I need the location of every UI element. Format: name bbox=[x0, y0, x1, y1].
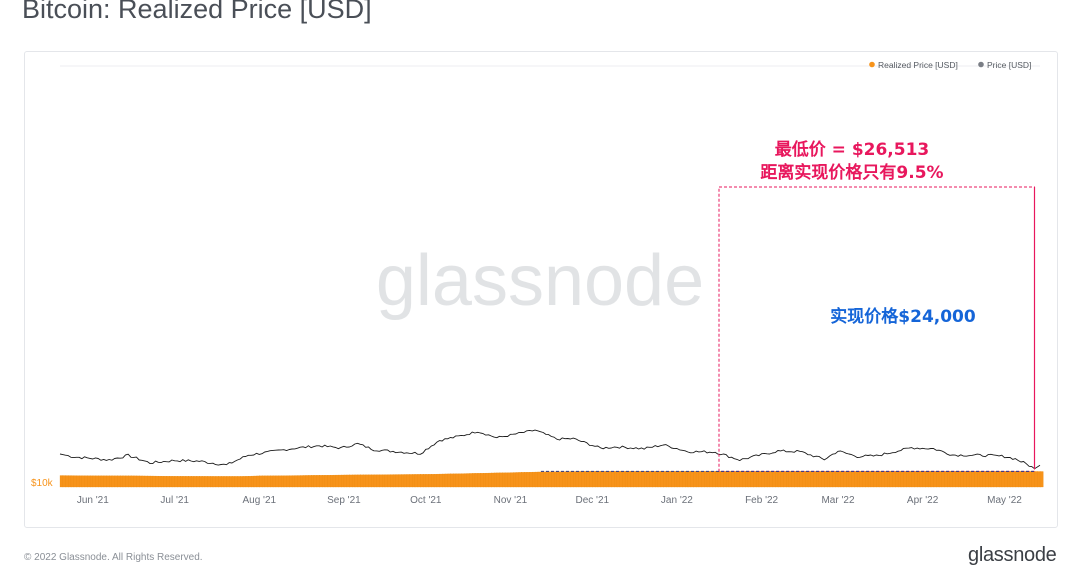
chart-panel bbox=[24, 51, 1058, 528]
x-tick-label: Oct '21 bbox=[410, 495, 442, 506]
price-line-series bbox=[59, 429, 1041, 470]
low-price-dashed-box bbox=[718, 186, 1035, 472]
low-price-label: 最低价 = $26,513 bbox=[775, 139, 930, 160]
page-title: Bitcoin: Realized Price [USD] bbox=[22, 0, 372, 24]
x-tick-label: Jan '22 bbox=[661, 495, 693, 506]
x-tick-label: May '22 bbox=[987, 495, 1022, 506]
x-tick-label: Feb '22 bbox=[745, 495, 778, 506]
copyright-text: © 2022 Glassnode. All Rights Reserved. bbox=[24, 552, 203, 563]
legend-marker bbox=[978, 61, 984, 68]
legend-item-label: Realized Price [USD] bbox=[878, 60, 958, 70]
x-tick-label: Nov '21 bbox=[494, 495, 528, 506]
y-tick-label: $10k bbox=[31, 478, 54, 489]
realized-price-label: 实现价格$24,000 bbox=[830, 306, 976, 327]
realized-price-bar bbox=[1039, 471, 1044, 488]
legend[interactable]: Realized Price [USD] Price [USD] bbox=[869, 60, 1031, 70]
x-tick-label: Jun '21 bbox=[77, 495, 109, 506]
x-tick-label: Dec '21 bbox=[576, 495, 610, 506]
legend-item-label: Price [USD] bbox=[987, 60, 1031, 70]
legend-marker bbox=[869, 61, 875, 68]
realized-price-area-series bbox=[59, 471, 1044, 488]
watermark: glassnode bbox=[376, 241, 704, 321]
x-tick-label: Jul '21 bbox=[160, 495, 189, 506]
x-tick-label: Sep '21 bbox=[327, 495, 361, 506]
x-tick-label: Aug '21 bbox=[242, 495, 276, 506]
x-tick-label: Apr '22 bbox=[907, 495, 939, 506]
x-axis: Jun '21 Jul '21 Aug '21 Sep '21 Oct '21 Nov '… bbox=[31, 478, 1022, 506]
brand-logo-text: glassnode bbox=[968, 544, 1057, 566]
watermark-text: glassnode bbox=[376, 241, 704, 321]
x-tick-label: Mar '22 bbox=[821, 495, 854, 506]
price-line bbox=[59, 429, 1041, 470]
low-price-distance-label: 距离实现价格只有9.5% bbox=[760, 162, 943, 183]
